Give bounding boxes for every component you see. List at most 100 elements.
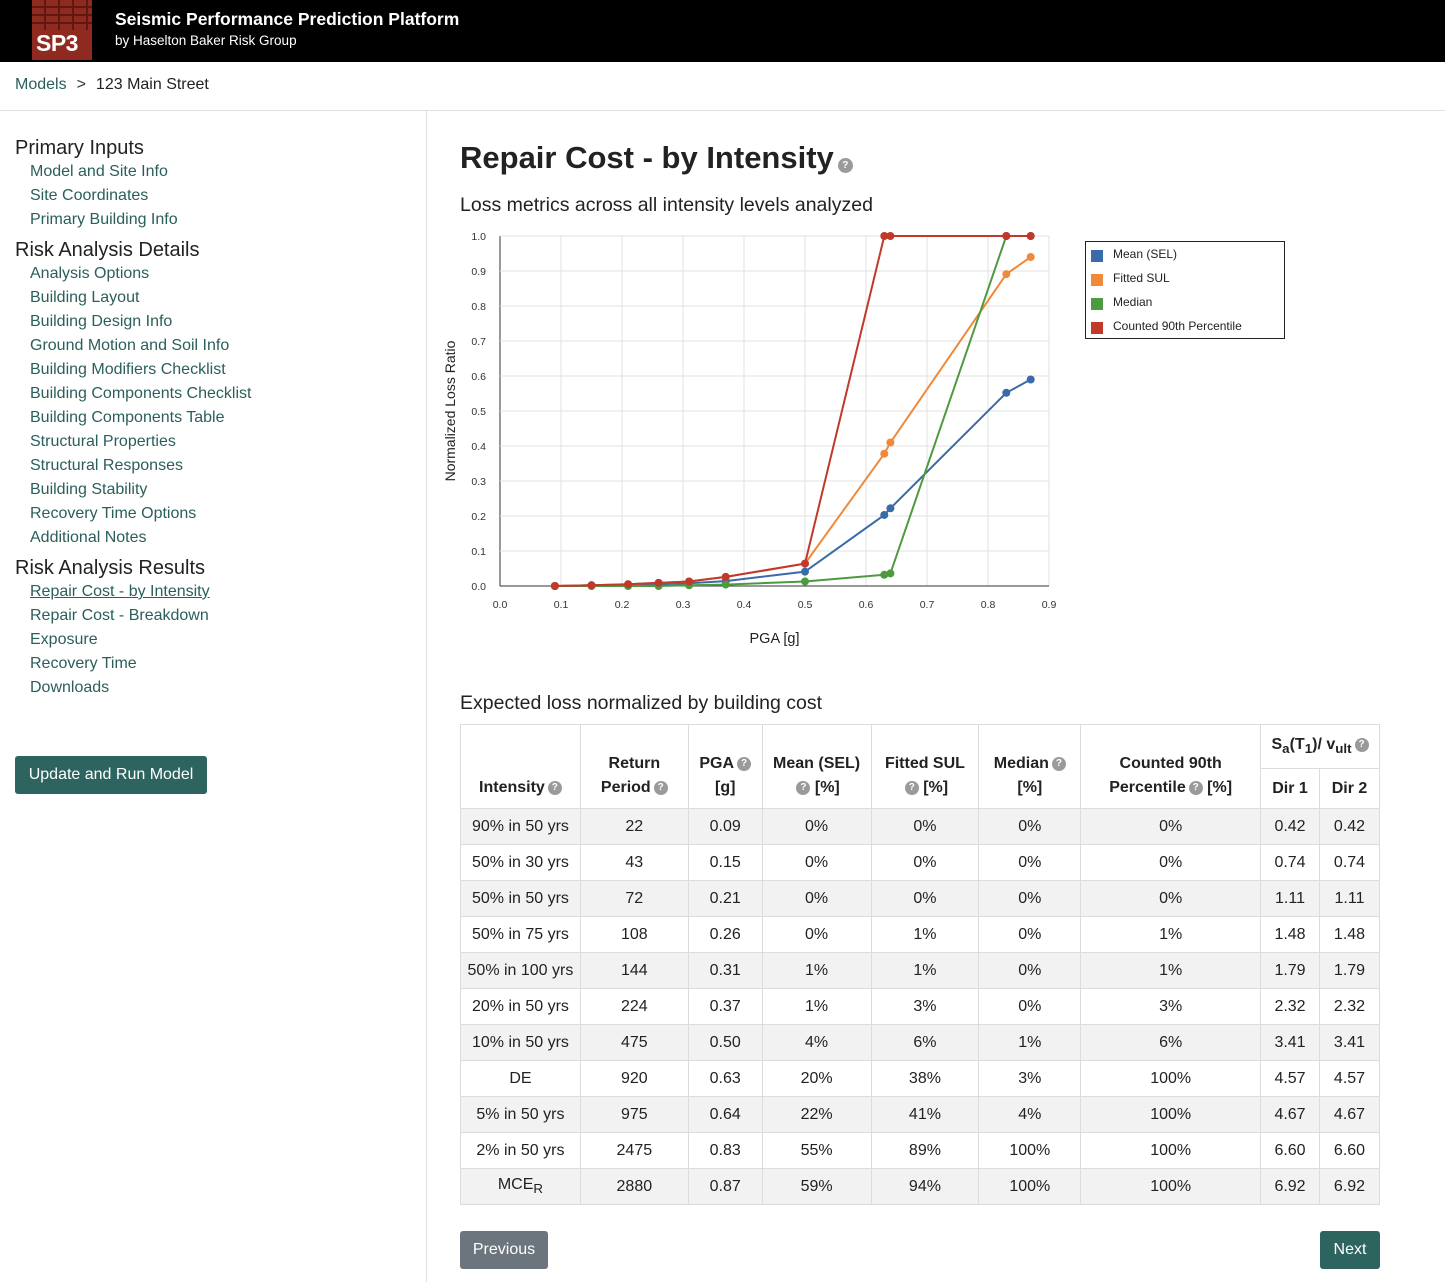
table-cell-dir2: 2.32 — [1318, 988, 1381, 1025]
brick-wall-icon — [32, 0, 92, 30]
x-tick-label: 0.3 — [676, 599, 691, 611]
table-cell-c90: 100% — [1080, 1096, 1262, 1133]
help-icon[interactable]: ? — [796, 780, 811, 795]
help-icon[interactable]: ? — [1354, 738, 1369, 753]
x-tick-label: 0.1 — [554, 599, 569, 611]
table-cell-return-period: 144 — [579, 952, 689, 989]
sidebar-item-components-checklist[interactable]: Building Components Checklist — [30, 385, 252, 402]
table-cell-dir2: 0.42 — [1318, 808, 1381, 845]
table-row: 50% in 30 yrs 43 0.15 0% 0% 0% 0% 0.74 0.74 — [460, 844, 1381, 881]
sidebar-item-repair-cost-breakdown[interactable]: Repair Cost - Breakdown — [30, 607, 209, 624]
legend-label: Mean (SEL) — [1113, 247, 1178, 261]
table-cell-intensity: 50% in 75 yrs — [460, 916, 581, 953]
table-cell-sul: 0% — [870, 844, 980, 881]
table-cell-return-period: 2475 — [579, 1132, 689, 1169]
sidebar-item-downloads[interactable]: Downloads — [30, 679, 110, 696]
col-header-dir1: Dir 1 — [1260, 768, 1320, 809]
breadcrumb-current: 123 Main Street — [95, 76, 209, 93]
col-header-return-period: Return Period? — [579, 724, 689, 809]
sidebar-item-primary-building-info[interactable]: Primary Building Info — [30, 211, 178, 228]
col-header-mean-sel: Mean (SEL)? [%] — [761, 724, 872, 809]
update-and-run-model-button[interactable]: Update and Run Model — [15, 756, 207, 794]
help-icon[interactable]: ? — [653, 780, 668, 795]
sidebar-item-repair-cost-by-intensity[interactable]: Repair Cost - by Intensity — [30, 583, 210, 600]
table-cell-dir2: 6.60 — [1318, 1132, 1381, 1169]
sidebar-item-structural-responses[interactable]: Structural Responses — [30, 457, 183, 474]
sidebar-item-building-design-info[interactable]: Building Design Info — [30, 313, 173, 330]
table-cell-c90: 100% — [1080, 1060, 1262, 1097]
table-cell-median: 0% — [978, 808, 1082, 845]
sidebar-item-additional-notes[interactable]: Additional Notes — [30, 529, 147, 546]
x-tick-label: 0.8 — [981, 599, 996, 611]
table-row: MCER 2880 0.87 59% 94% 100% 100% 6.92 6.92 — [460, 1168, 1381, 1205]
table-cell-c90: 0% — [1080, 844, 1262, 881]
loss-table: Intensity? Return Period? PGA? [g] Mean (S… — [460, 724, 1381, 1205]
table-cell-sul: 6% — [870, 1024, 980, 1061]
table-cell-intensity: 5% in 50 yrs — [460, 1096, 581, 1133]
data-point — [886, 232, 895, 240]
table-cell-dir1: 1.11 — [1260, 880, 1320, 917]
sidebar-item-site-coordinates[interactable]: Site Coordinates — [30, 187, 149, 204]
table-cell-dir1: 4.67 — [1260, 1096, 1320, 1133]
y-tick-label: 0.8 — [471, 301, 486, 313]
table-cell-pga: 0.87 — [687, 1168, 763, 1205]
table-cell-c90: 0% — [1080, 808, 1262, 845]
table-row: 5% in 50 yrs 975 0.64 22% 41% 4% 100% 4.67 4.67 — [460, 1096, 1381, 1133]
table-cell-dir1: 0.74 — [1260, 844, 1320, 881]
table-cell-median: 100% — [978, 1168, 1082, 1205]
help-icon[interactable]: ? — [837, 158, 853, 173]
table-cell-intensity: 50% in 100 yrs — [460, 952, 581, 989]
col-header-intensity: Intensity? — [460, 724, 581, 809]
help-icon[interactable]: ? — [1051, 756, 1066, 771]
table-cell-return-period: 920 — [579, 1060, 689, 1097]
loss-ratio-chart: 0.0 0.1 0.2 0.3 0.4 0.5 0.6 0.7 0.8 0.9 0.0 0.1 0.2… — [442, 231, 1056, 647]
legend-item[interactable]: Counted 90th Percentile — [1086, 318, 1284, 342]
help-icon[interactable]: ? — [737, 756, 752, 771]
sidebar-item-recovery-time-options[interactable]: Recovery Time Options — [30, 505, 197, 522]
previous-button[interactable]: Previous — [460, 1231, 548, 1269]
sidebar-item-modifiers-checklist[interactable]: Building Modifiers Checklist — [30, 361, 226, 378]
table-cell-pga: 0.09 — [687, 808, 763, 845]
table-cell-dir1: 0.42 — [1260, 808, 1320, 845]
table-cell-return-period: 72 — [579, 880, 689, 917]
table-cell-mean: 1% — [761, 952, 872, 989]
sp3-logo[interactable]: SP3 — [32, 0, 92, 60]
sidebar-item-analysis-options[interactable]: Analysis Options — [30, 265, 150, 282]
sidebar-item-building-stability[interactable]: Building Stability — [30, 481, 148, 498]
help-icon[interactable]: ? — [1188, 780, 1203, 795]
table-cell-dir2: 3.41 — [1318, 1024, 1381, 1061]
table-cell-median: 0% — [978, 844, 1082, 881]
table-cell-mean: 55% — [761, 1132, 872, 1169]
table-cell-mean: 0% — [761, 880, 872, 917]
table-cell-intensity: 2% in 50 yrs — [460, 1132, 581, 1169]
x-tick-label: 0.0 — [493, 599, 508, 611]
table-row: DE 920 0.63 20% 38% 3% 100% 4.57 4.57 — [460, 1060, 1381, 1097]
table-cell-c90: 1% — [1080, 916, 1262, 953]
sidebar-item-model-and-site-info[interactable]: Model and Site Info — [30, 163, 168, 180]
sidebar-item-building-layout[interactable]: Building Layout — [30, 289, 140, 306]
breadcrumb-models-link[interactable]: Models — [15, 76, 67, 93]
table-cell-c90: 100% — [1080, 1168, 1262, 1205]
sidebar-item-components-table[interactable]: Building Components Table — [30, 409, 225, 426]
sidebar-item-ground-motion-soil[interactable]: Ground Motion and Soil Info — [30, 337, 230, 354]
data-point — [1026, 375, 1035, 384]
data-point — [1026, 232, 1035, 240]
legend-swatch — [1091, 274, 1103, 286]
page-title: Repair Cost - by Intensity? — [460, 140, 853, 176]
app-subtitle: by Haselton Baker Risk Group — [115, 33, 297, 48]
table-cell-intensity: 90% in 50 yrs — [460, 808, 581, 845]
app-title: Seismic Performance Prediction Platform — [115, 9, 460, 29]
legend-item[interactable]: Fitted SUL — [1086, 270, 1284, 294]
data-point — [1002, 232, 1011, 240]
sidebar-item-recovery-time[interactable]: Recovery Time — [30, 655, 137, 672]
next-button[interactable]: Next — [1320, 1231, 1380, 1269]
help-icon[interactable]: ? — [904, 780, 919, 795]
legend-item[interactable]: Median — [1086, 294, 1284, 318]
help-icon[interactable]: ? — [547, 780, 562, 795]
page-title-text: Repair Cost - by Intensity — [460, 140, 834, 175]
legend-item[interactable]: Mean (SEL) — [1086, 246, 1284, 270]
sidebar-section-title: Risk Analysis Results — [15, 557, 206, 579]
x-tick-label: 0.5 — [798, 599, 813, 611]
sidebar-item-exposure[interactable]: Exposure — [30, 631, 98, 648]
sidebar-item-structural-properties[interactable]: Structural Properties — [30, 433, 176, 450]
